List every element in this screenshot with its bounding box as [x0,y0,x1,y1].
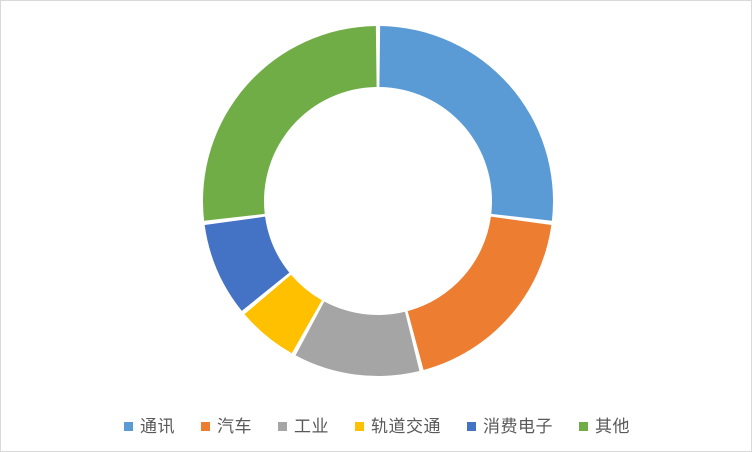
legend-item[interactable]: 工业 [278,418,329,435]
legend-item[interactable]: 其他 [579,418,630,435]
doughnut-slice[interactable] [204,216,290,311]
legend-swatch-icon [124,421,133,431]
doughnut-slice[interactable] [379,26,553,221]
legend-item-label: 轨道交通 [371,416,441,436]
plot-area [1,1,751,401]
doughnut-slice[interactable] [203,26,377,221]
doughnut-slice[interactable] [407,216,552,370]
legend-item-label: 汽车 [217,416,252,436]
legend-swatch-icon [467,421,476,431]
legend-item[interactable]: 汽车 [201,418,252,435]
doughnut-slices [203,26,553,376]
chart-legend: 通讯 汽车 工业 轨道交通 消费电子 其他 [1,401,751,451]
legend-item-label: 消费电子 [483,416,553,436]
legend-swatch-icon [278,421,287,431]
legend-item[interactable]: 消费电子 [467,418,553,435]
legend-item-label: 其他 [595,416,630,436]
legend-item-label: 工业 [294,416,329,436]
doughnut-slice[interactable] [295,301,420,376]
legend-swatch-icon [355,421,364,431]
legend-item-label: 通讯 [140,416,175,436]
doughnut-slice[interactable] [244,274,322,354]
doughnut-chart [203,26,553,376]
legend-swatch-icon [579,421,588,431]
legend-item[interactable]: 通讯 [124,418,175,435]
legend-swatch-icon [201,421,210,431]
legend-item[interactable]: 轨道交通 [355,418,441,435]
